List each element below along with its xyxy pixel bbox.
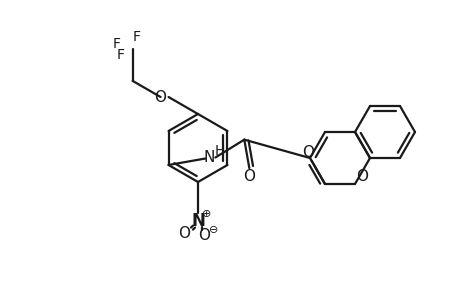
Text: O: O	[302, 145, 314, 160]
Text: O: O	[355, 169, 367, 184]
Text: O: O	[197, 228, 210, 243]
Text: O: O	[243, 169, 255, 184]
Text: O: O	[154, 89, 166, 104]
Text: F: F	[132, 30, 140, 44]
Text: O: O	[178, 226, 190, 241]
Text: N: N	[203, 150, 215, 165]
Text: F: F	[112, 37, 120, 51]
Text: N: N	[190, 212, 205, 230]
Text: F: F	[116, 48, 124, 62]
Text: ⊕: ⊕	[202, 208, 211, 219]
Text: H: H	[214, 143, 224, 158]
Text: ⊖: ⊖	[209, 225, 218, 235]
